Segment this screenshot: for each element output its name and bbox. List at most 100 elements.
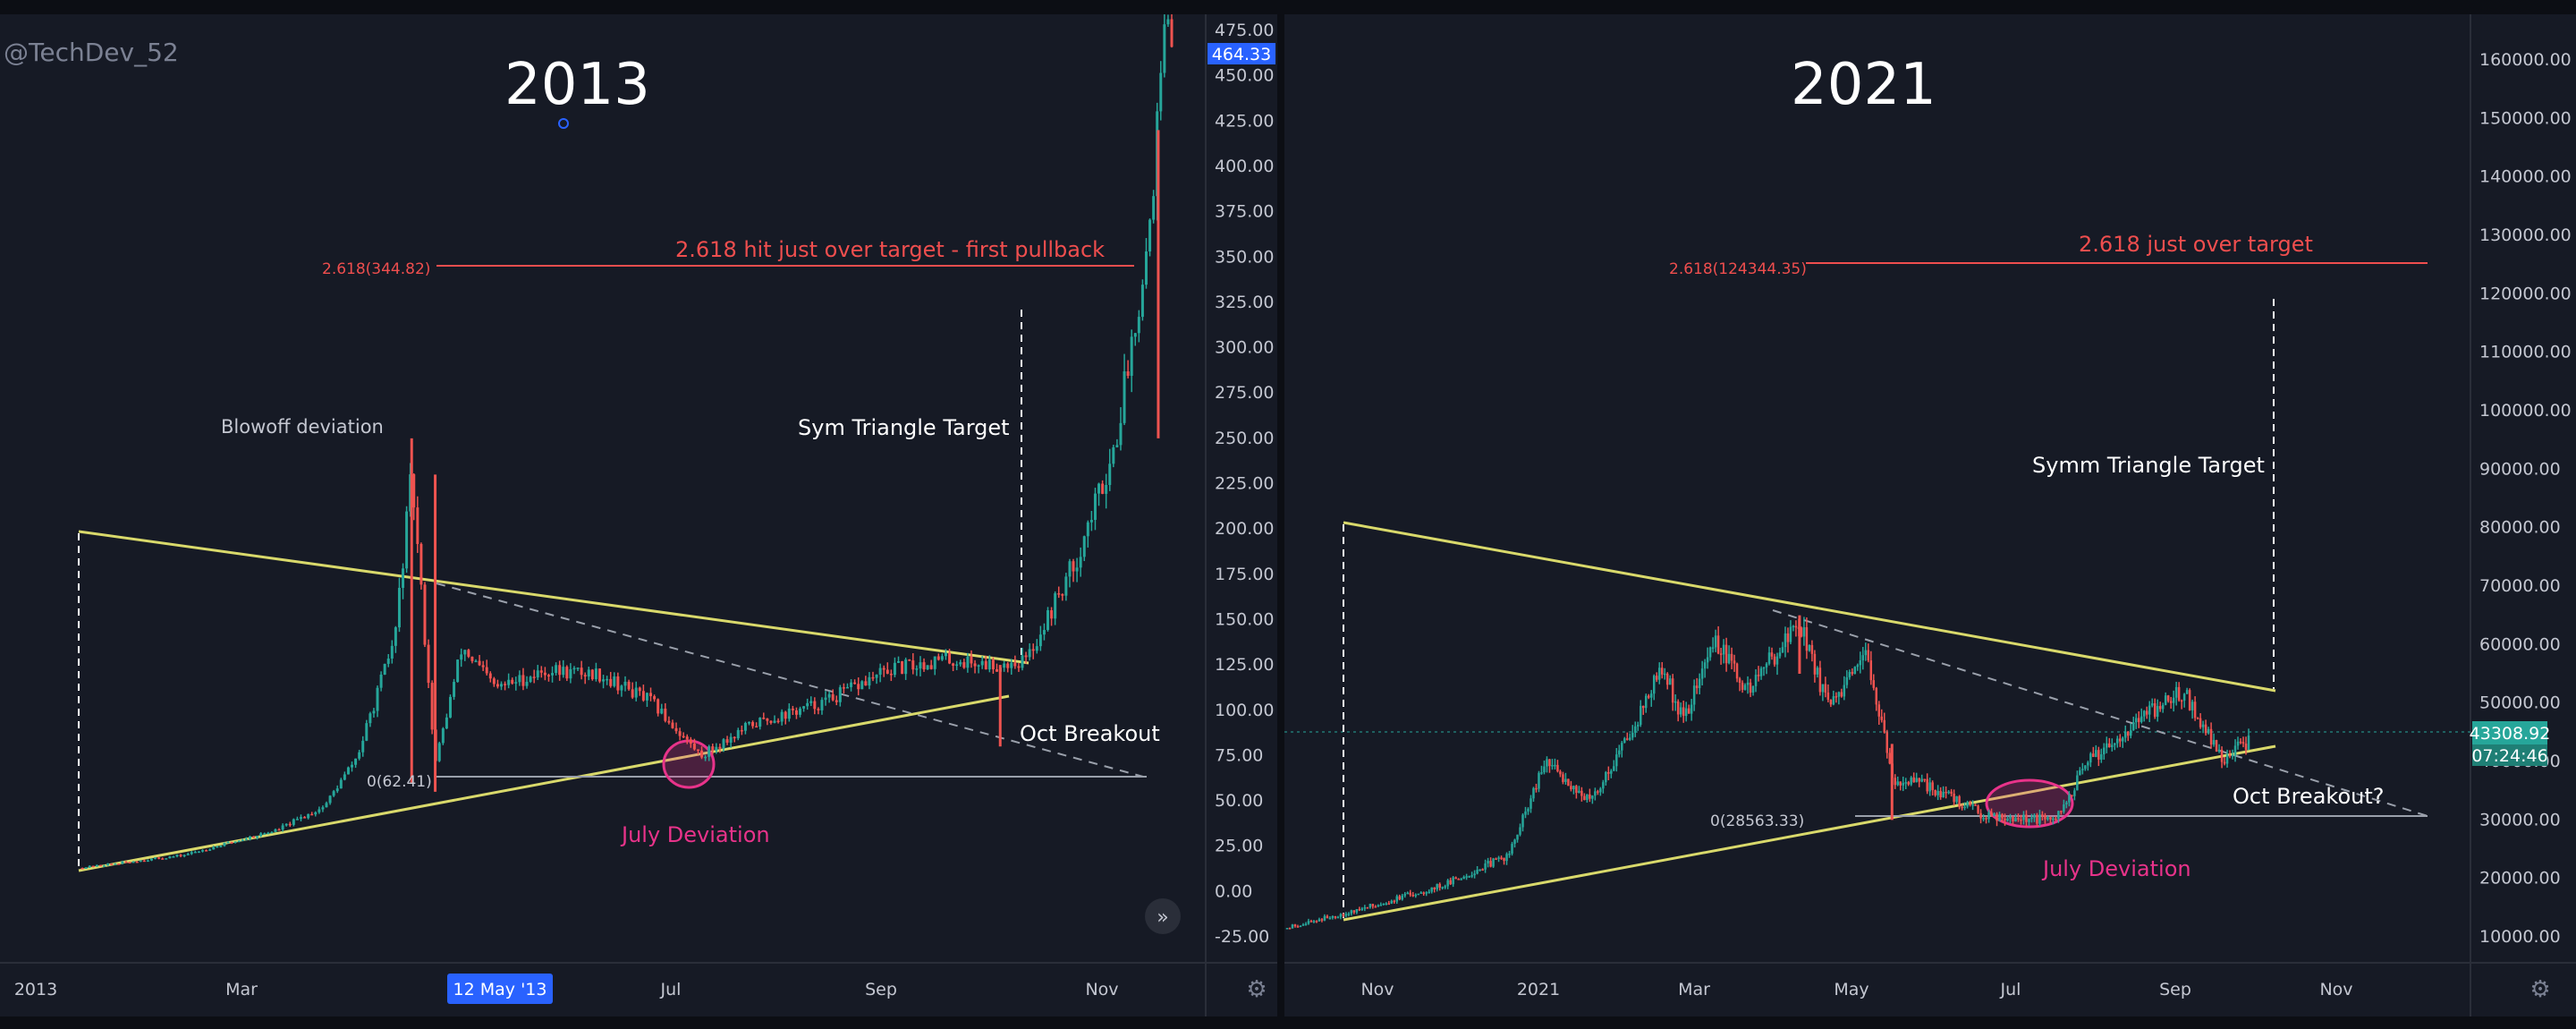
candle-body bbox=[1883, 719, 1886, 733]
lower-trendline bbox=[78, 694, 1010, 872]
candle-body bbox=[1896, 781, 1899, 786]
watermark: @TechDev_52 bbox=[4, 38, 179, 67]
candle-body bbox=[386, 659, 390, 664]
chart-panel-2013[interactable]: @TechDev_52 2013 475.00 450.00 425 bbox=[0, 14, 1277, 1016]
price-tick-label: 0.00 bbox=[1215, 881, 1252, 901]
candle-body bbox=[1931, 782, 1934, 790]
candle-body bbox=[543, 672, 547, 676]
candle-body bbox=[1818, 668, 1822, 693]
candle-body bbox=[1013, 662, 1017, 667]
candle-body bbox=[1166, 19, 1170, 25]
candle-body bbox=[416, 507, 419, 544]
candle-body bbox=[952, 663, 955, 667]
candle-body bbox=[1950, 791, 1953, 794]
candle-body bbox=[172, 856, 175, 858]
candle-body bbox=[1484, 863, 1487, 870]
candle-body bbox=[358, 752, 361, 759]
candle-body bbox=[1497, 857, 1500, 859]
candle-body bbox=[339, 779, 343, 789]
candle-body bbox=[594, 668, 597, 680]
candle-body bbox=[121, 861, 124, 864]
candle-body bbox=[649, 693, 653, 697]
candle-body bbox=[1679, 707, 1682, 715]
time-tick-label: Mar bbox=[225, 980, 258, 999]
candle-body bbox=[307, 813, 310, 819]
last-price-label: 464.33 bbox=[1212, 45, 1271, 64]
candle-body bbox=[590, 669, 594, 680]
scroll-realtime-button[interactable]: » bbox=[1145, 898, 1181, 934]
candle-body bbox=[1578, 790, 1580, 793]
candle-body bbox=[755, 726, 758, 728]
candle-body bbox=[1754, 675, 1758, 686]
price-tick-label: 30000.00 bbox=[2479, 810, 2561, 829]
candle-body bbox=[379, 674, 383, 688]
candle-body bbox=[288, 823, 292, 826]
fib-2618-label: 2.618(344.82) bbox=[322, 260, 430, 278]
candle-body bbox=[1690, 704, 1693, 714]
countdown-tag bbox=[2472, 744, 2547, 766]
candle-body bbox=[248, 836, 251, 839]
candle-body bbox=[562, 667, 565, 676]
candle-body bbox=[98, 864, 102, 867]
candle-body bbox=[857, 684, 860, 690]
chart-2021-svg[interactable]: 160000.00 150000.00 140000.00 130000.00 1200… bbox=[1284, 14, 2576, 1016]
candle-body bbox=[587, 669, 590, 677]
candle-body bbox=[1293, 924, 1297, 927]
candle-body bbox=[897, 660, 900, 663]
candle-body bbox=[328, 795, 332, 804]
candle-body bbox=[1371, 904, 1375, 907]
candle-body bbox=[1379, 905, 1383, 906]
candle-body bbox=[1540, 772, 1543, 774]
time-tick-label: Sep bbox=[865, 980, 897, 999]
candle-body bbox=[1419, 892, 1422, 894]
candle-body bbox=[2014, 818, 2017, 821]
candle-body bbox=[1050, 610, 1054, 619]
candle-body bbox=[1148, 219, 1152, 252]
candle-body bbox=[2116, 738, 2119, 744]
gear-icon[interactable]: ⚙ bbox=[1246, 976, 1267, 1003]
candle-body bbox=[809, 701, 813, 703]
price-tick-label: 300.00 bbox=[1215, 338, 1274, 358]
candle-body bbox=[1312, 921, 1316, 923]
chart-2013-svg[interactable]: 475.00 450.00 425.00 400.00 375.00 350.00 325.… bbox=[0, 14, 1277, 1016]
chart-panel-2021[interactable]: 2021 160000.00 150000.00 140000.00 130000.0… bbox=[1284, 14, 2576, 1016]
candle-body bbox=[332, 791, 335, 796]
candle-body bbox=[791, 708, 794, 710]
time-tick-label: Jul bbox=[2000, 980, 2021, 999]
candle-body bbox=[2084, 765, 2087, 770]
candle-body bbox=[1969, 802, 1971, 805]
candle-body bbox=[1781, 647, 1784, 653]
candle-body bbox=[631, 689, 634, 698]
gear-icon[interactable]: ⚙ bbox=[2529, 976, 2550, 1003]
candle-body bbox=[2150, 703, 2154, 706]
candle-body bbox=[609, 678, 613, 686]
candle-body bbox=[1133, 333, 1137, 337]
candle-body bbox=[2025, 814, 2028, 822]
price-tick-label: 140000.00 bbox=[2479, 167, 2572, 187]
candle-body bbox=[2137, 718, 2140, 722]
candle-body bbox=[514, 682, 518, 684]
candle-body bbox=[335, 788, 339, 792]
candle-body bbox=[2231, 754, 2234, 757]
candle-body bbox=[1495, 858, 1497, 860]
candle-body bbox=[1489, 861, 1492, 867]
candle-body bbox=[193, 851, 197, 854]
candle-body bbox=[2052, 818, 2055, 821]
candle-body bbox=[2030, 817, 2033, 820]
candle-body bbox=[1163, 24, 1166, 73]
candle-body bbox=[736, 729, 740, 739]
candle-body bbox=[456, 659, 460, 683]
time-tick-label: Nov bbox=[2319, 980, 2352, 999]
candle-body bbox=[1425, 892, 1428, 894]
candle-body bbox=[351, 764, 353, 768]
candle-body bbox=[555, 665, 558, 674]
candle-body bbox=[1663, 673, 1666, 676]
candle-body bbox=[1505, 854, 1508, 862]
candle-body bbox=[1977, 805, 1979, 813]
trendlines bbox=[1284, 262, 2470, 922]
candle-body bbox=[2233, 745, 2237, 755]
candle-body bbox=[1527, 808, 1530, 812]
candle-body bbox=[1773, 656, 1776, 665]
candle-body bbox=[820, 700, 824, 710]
time-tick-label: 2013 bbox=[14, 980, 57, 999]
